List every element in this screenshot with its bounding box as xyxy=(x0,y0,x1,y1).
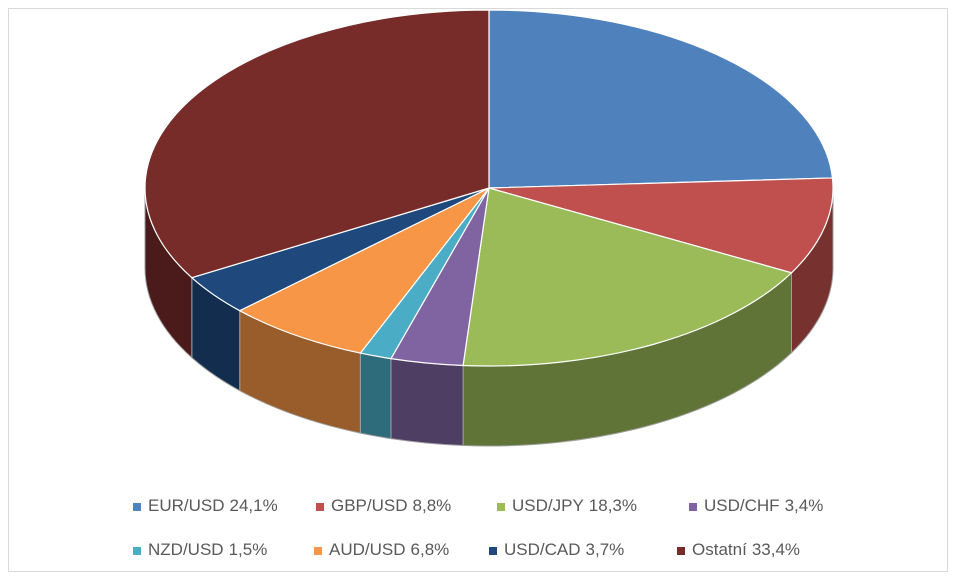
legend-category: AUD/USD xyxy=(329,540,406,559)
legend-swatch xyxy=(489,547,497,555)
legend: EUR/USD 24,1% GBP/USD 8,8% USD/JPY 18,3% USD/C… xyxy=(133,496,823,559)
legend-value: 33,4% xyxy=(752,540,800,559)
slice xyxy=(488,177,834,274)
legend-value: 1,5% xyxy=(229,540,268,559)
legend-swatch xyxy=(133,547,141,555)
legend-category: EUR/USD xyxy=(148,496,225,515)
slice xyxy=(144,9,490,279)
slice xyxy=(238,187,490,354)
legend-swatch xyxy=(133,503,141,511)
legend-swatch xyxy=(316,503,324,511)
legend-label: EUR/USD 24,1% xyxy=(148,496,278,515)
legend-category: USD/CAD xyxy=(504,540,581,559)
slice-side xyxy=(359,352,392,440)
slice xyxy=(488,9,834,189)
pie-tops xyxy=(144,9,834,367)
slice xyxy=(462,187,793,367)
legend-category: USD/JPY xyxy=(512,496,584,515)
legend-swatch xyxy=(314,547,322,555)
legend-label: USD/JPY 18,3% xyxy=(512,496,637,515)
legend-value: 18,3% xyxy=(589,496,637,515)
legend-label: AUD/USD 6,8% xyxy=(329,540,449,559)
legend-label: GBP/USD 8,8% xyxy=(331,496,451,515)
legend-swatch xyxy=(689,503,697,511)
legend-value: 6,8% xyxy=(411,540,450,559)
legend-category: USD/CHF xyxy=(704,496,780,515)
legend-category: Ostatní xyxy=(692,540,747,559)
legend-swatch xyxy=(677,547,685,555)
legend-value: 24,1% xyxy=(230,496,278,515)
legend-value: 3,7% xyxy=(586,540,625,559)
legend-value: 8,8% xyxy=(413,496,452,515)
legend-label: NZD/USD 1,5% xyxy=(148,540,267,559)
legend-label: USD/CHF 3,4% xyxy=(704,496,823,515)
legend-value: 3,4% xyxy=(785,496,824,515)
legend-label: USD/CAD 3,7% xyxy=(504,540,624,559)
legend-category: GBP/USD xyxy=(331,496,408,515)
slice-side xyxy=(390,358,464,447)
legend-category: NZD/USD xyxy=(148,540,224,559)
legend-swatch xyxy=(497,503,505,511)
legend-label: Ostatní 33,4% xyxy=(692,540,800,559)
